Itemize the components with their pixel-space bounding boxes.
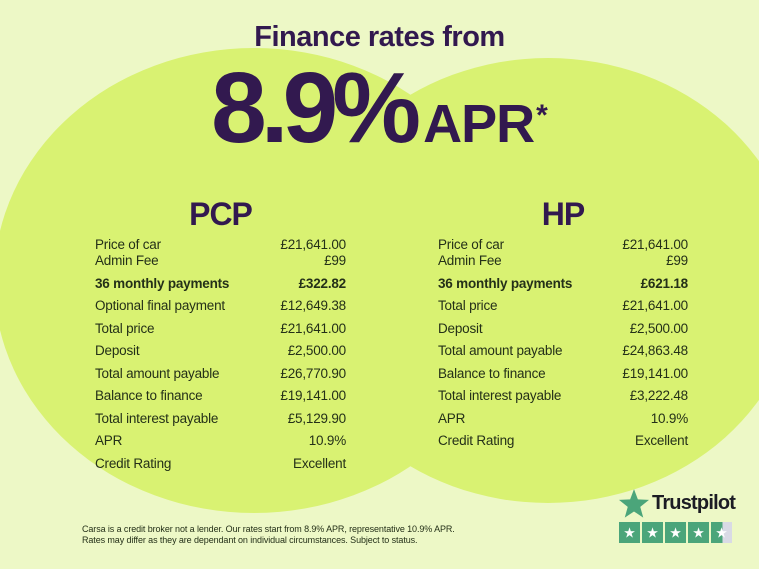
row-label: Deposit [95,343,140,358]
finance-row: Total interest payable £3,222.48 [438,388,688,404]
row-value: £621.18 [640,275,689,291]
star-glyph: ★ [692,524,705,540]
headline-rate: 8.9% APR* [0,58,759,188]
row-label: Total interest payable [438,388,562,403]
row-label: Credit Rating [95,455,172,471]
header-title: Finance rates from [254,21,505,53]
star-glyph: ★ [669,524,682,540]
row-label: Deposit [438,320,483,336]
pcp-finance-table: PCP Price of car £21,641.00 Admin Fee £99 36… [95,198,346,478]
trustpilot-rating-star: ★ [688,522,709,543]
finance-row: Deposit £2,500.00 [95,343,346,359]
row-label: APR [438,410,466,426]
trustpilot-rating-stars: ★ ★ ★ ★ ★ [619,522,735,543]
hp-table-rows: Price of car £21,641.00 Admin Fee £99 36 mon… [438,237,688,449]
star-glyph: ★ [646,524,659,540]
trustpilot-widget: Trustpilot ★ ★ ★ ★ ★ [619,489,736,543]
pcp-table-title: PCP [189,196,253,232]
row-label: Credit Rating [438,433,515,448]
row-value: £26,770.90 [280,365,346,381]
background-circle-right [298,58,759,503]
finance-row: Credit Rating Excellent [438,433,688,449]
row-value: £12,649.38 [280,298,346,313]
trustpilot-rating-star: ★ [711,522,732,543]
trustpilot-logo: Trustpilot [619,489,736,518]
row-label: Price of car [438,237,504,252]
row-value: £21,641.00 [622,298,688,313]
row-label: Total amount payable [438,343,563,358]
headline-rate-value: 8.9% [211,52,421,164]
row-label: APR [95,433,123,448]
row-label: Balance to finance [438,365,546,381]
star-glyph: ★ [715,524,728,540]
row-value: £322.82 [298,275,347,291]
finance-row: Balance to finance £19,141.00 [438,366,688,382]
trustpilot-rating-star: ★ [642,522,663,543]
headline-rate-unit: APR [423,94,535,154]
row-value: £3,222.48 [629,388,688,403]
finance-row: Total interest payable £5,129.90 [95,411,346,427]
finance-row: Total amount payable £24,863.48 [438,343,688,359]
disclaimer: Carsa is a credit broker not a lender. O… [82,524,455,546]
star-glyph: ★ [623,524,636,540]
row-label: Price of car [95,237,161,252]
trustpilot-rating-star: ★ [665,522,686,543]
row-value: £21,641.00 [622,237,688,252]
finance-row: Admin Fee £99 [95,253,346,269]
finance-row: Deposit £2,500.00 [438,321,688,337]
disclaimer-line-2: Rates may differ as they are dependant o… [82,535,418,545]
row-value: £24,863.48 [622,343,688,358]
row-label: Optional final payment [95,298,225,313]
row-value: £21,641.00 [280,320,346,336]
row-value: £21,641.00 [280,237,346,252]
finance-row: Balance to finance £19,141.00 [95,388,346,404]
row-value: £99 [666,253,688,268]
row-label: 36 monthly payments [95,275,230,291]
finance-row: APR 10.9% [95,433,346,449]
row-value: £2,500.00 [629,320,688,336]
finance-row: Total price £21,641.00 [438,298,688,314]
hp-table-title: HP [541,196,585,232]
trustpilot-wordmark: Trustpilot [652,492,736,514]
finance-row: Admin Fee £99 [438,253,688,269]
row-value: £19,141.00 [622,365,688,381]
row-value: 10.9% [308,433,346,448]
asterisk: * [536,99,548,132]
row-label: Total price [95,320,155,336]
row-label: Total price [438,298,498,313]
row-value: £99 [324,253,346,268]
finance-row: 36 monthly payments £322.82 [95,276,346,292]
row-label: Admin Fee [95,253,159,268]
finance-row: Credit Rating Excellent [95,456,346,472]
header: Finance rates from 8.9% APR* [0,0,759,188]
row-label: Total amount payable [95,365,220,381]
finance-row: Total price £21,641.00 [95,321,346,337]
row-value: Excellent [635,433,688,448]
finance-row: Total amount payable £26,770.90 [95,366,346,382]
disclaimer-line-1: Carsa is a credit broker not a lender. O… [82,524,455,534]
row-label: Balance to finance [95,388,203,403]
row-value: £5,129.90 [287,410,346,426]
row-label: 36 monthly payments [438,275,573,291]
finance-row: 36 monthly payments £621.18 [438,276,688,292]
row-value: Excellent [293,455,346,471]
trustpilot-rating-star: ★ [619,522,640,543]
finance-row: Optional final payment £12,649.38 [95,298,346,314]
finance-row: Price of car £21,641.00 [95,237,346,253]
row-label: Admin Fee [438,253,502,268]
row-value: £19,141.00 [280,388,346,403]
finance-row: Price of car £21,641.00 [438,237,688,253]
pcp-table-rows: Price of car £21,641.00 Admin Fee £99 36 mon… [95,237,346,472]
hp-finance-table: HP Price of car £21,641.00 Admin Fee £99 36 … [438,198,688,456]
row-value: 10.9% [650,410,688,426]
row-label: Total interest payable [95,410,219,426]
finance-row: APR 10.9% [438,411,688,427]
trustpilot-star-icon [619,489,649,518]
row-value: £2,500.00 [287,343,346,358]
